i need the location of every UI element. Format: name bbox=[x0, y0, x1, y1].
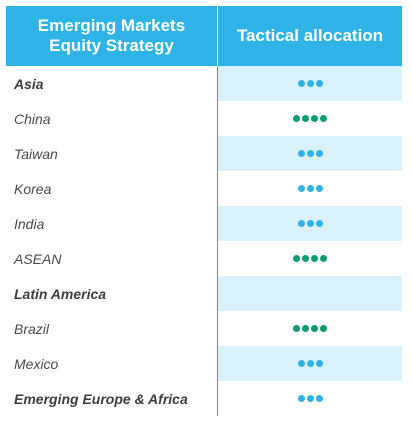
allocation-dot-icon bbox=[302, 325, 309, 332]
row-label: India bbox=[6, 206, 218, 241]
allocation-dot-icon bbox=[306, 150, 314, 157]
row-label: Taiwan bbox=[6, 136, 218, 171]
allocation-dot-icon bbox=[306, 395, 314, 402]
allocation-cell bbox=[218, 101, 402, 136]
allocation-cell bbox=[218, 381, 402, 416]
allocation-dot-icon bbox=[297, 185, 305, 192]
allocation-cell bbox=[218, 241, 402, 276]
table-row: Korea bbox=[6, 171, 402, 206]
allocation-dot-icon bbox=[306, 80, 314, 87]
allocation-cell bbox=[218, 346, 402, 381]
allocation-dot-icon bbox=[306, 360, 314, 367]
allocation-cell bbox=[218, 136, 402, 171]
table-row: Emerging Europe & Africa bbox=[6, 381, 402, 416]
allocation-dot-icon bbox=[320, 115, 327, 122]
allocation-dot-icon bbox=[306, 220, 314, 227]
allocation-dot-icon bbox=[320, 325, 327, 332]
allocation-cell bbox=[218, 66, 402, 101]
allocation-cell bbox=[218, 171, 402, 206]
allocation-table: Emerging Markets Equity Strategy Tactica… bbox=[6, 6, 402, 416]
row-label: Korea bbox=[6, 171, 218, 206]
row-label: Latin America bbox=[6, 276, 218, 311]
table-row: Taiwan bbox=[6, 136, 402, 171]
allocation-dot-icon bbox=[315, 185, 323, 192]
allocation-dot-icon bbox=[297, 80, 305, 87]
allocation-dot-icon bbox=[302, 115, 309, 122]
allocation-dot-icon bbox=[306, 185, 314, 192]
allocation-dot-icon bbox=[302, 255, 309, 262]
allocation-dot-icon bbox=[297, 395, 305, 402]
strategy-header-line2: Equity Strategy bbox=[49, 36, 174, 55]
allocation-dot-icon bbox=[320, 255, 327, 262]
table-row: Latin America bbox=[6, 276, 402, 311]
allocation-dot-icon bbox=[293, 115, 300, 122]
table-body: Asia China Taiwan Korea India ASEAN Latin Amer… bbox=[6, 66, 402, 416]
row-label: Brazil bbox=[6, 311, 218, 346]
allocation-cell bbox=[218, 206, 402, 241]
row-label: Asia bbox=[6, 66, 218, 101]
table-header: Emerging Markets Equity Strategy Tactica… bbox=[6, 6, 402, 66]
allocation-dot-icon bbox=[311, 115, 318, 122]
allocation-dot-icon bbox=[315, 395, 323, 402]
row-label: Emerging Europe & Africa bbox=[6, 381, 218, 416]
allocation-cell bbox=[218, 311, 402, 346]
table-row: Brazil bbox=[6, 311, 402, 346]
allocation-dot-icon bbox=[297, 150, 305, 157]
table-row: Asia bbox=[6, 66, 402, 101]
allocation-dot-icon bbox=[311, 255, 318, 262]
allocation-dot-icon bbox=[315, 360, 323, 367]
row-label: ASEAN bbox=[6, 241, 218, 276]
allocation-dot-icon bbox=[315, 150, 323, 157]
allocation-dot-icon bbox=[315, 80, 323, 87]
allocation-dot-icon bbox=[315, 220, 323, 227]
table-row: ASEAN bbox=[6, 241, 402, 276]
allocation-dot-icon bbox=[297, 360, 305, 367]
allocation-dot-icon bbox=[297, 220, 305, 227]
row-label: Mexico bbox=[6, 346, 218, 381]
table-row: India bbox=[6, 206, 402, 241]
allocation-header: Tactical allocation bbox=[236, 26, 384, 45]
allocation-dot-icon bbox=[293, 255, 300, 262]
allocation-dot-icon bbox=[311, 325, 318, 332]
row-label: China bbox=[6, 101, 218, 136]
table-row: China bbox=[6, 101, 402, 136]
strategy-header-line1: Emerging Markets bbox=[37, 16, 186, 35]
allocation-dot-icon bbox=[293, 325, 300, 332]
table-row: Mexico bbox=[6, 346, 402, 381]
strategy-header: Emerging Markets Equity Strategy bbox=[6, 6, 218, 66]
allocation-cell bbox=[218, 276, 402, 311]
